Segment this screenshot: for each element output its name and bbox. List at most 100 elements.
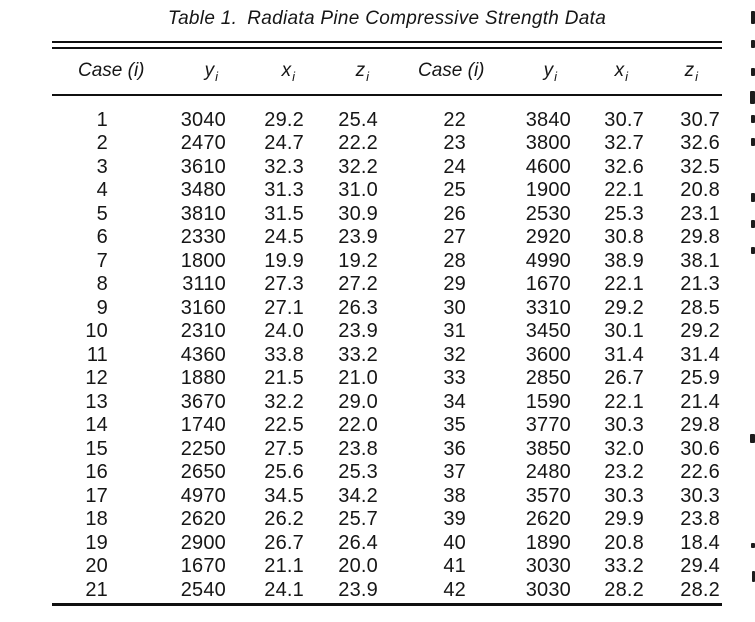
y-value-cell: 3670: [180, 390, 226, 413]
z-value-cell: 21.4: [680, 390, 720, 413]
case-value-cell: 15: [85, 437, 108, 460]
clipped-text-fragment: [751, 115, 755, 123]
case-value-cell: 19: [85, 531, 108, 554]
case-value-cell: 40: [443, 531, 466, 554]
table-row: 18 2620 26.2 25.7 39 2620 29.9 23.8: [52, 508, 722, 532]
y-value-cell: 3570: [525, 484, 571, 507]
z-value-cell: 21.3: [680, 273, 720, 296]
case-value-cell: 6: [96, 226, 108, 249]
table-row: 6 2330 24.5 23.9 27 2920 30.8 29.8: [52, 226, 722, 250]
case-value-cell: 16: [85, 461, 108, 484]
table-row: 16 2650 25.6 25.3 37 2480 23.2 22.6: [52, 461, 722, 485]
case-value-cell: 13: [85, 390, 108, 413]
y-value-cell: 2480: [525, 461, 571, 484]
y-value-cell: 2650: [180, 461, 226, 484]
case-value-cell: 8: [96, 273, 108, 296]
y-value-cell: 1900: [525, 179, 571, 202]
z-value-cell: 32.2: [338, 155, 378, 178]
z-value-cell: 22.0: [338, 414, 378, 437]
y-value-cell: 4990: [525, 249, 571, 272]
y-value-cell: 1890: [525, 531, 571, 554]
right-edge-clipped-text: [747, 0, 755, 622]
clipped-text-fragment: [750, 434, 755, 443]
y-value-cell: 1740: [180, 414, 226, 437]
table-row: 8 3110 27.3 27.2 29 1670 22.1 21.3: [52, 273, 722, 297]
case-value-cell: 35: [443, 414, 466, 437]
y-value-cell: 2250: [180, 437, 226, 460]
y-value-cell: 1670: [180, 555, 226, 578]
z-value-cell: 25.3: [338, 461, 378, 484]
y-value-cell: 2900: [180, 531, 226, 554]
z-value-cell: 18.4: [680, 531, 720, 554]
x-value-cell: 31.3: [264, 179, 304, 202]
y-value-cell: 2850: [525, 367, 571, 390]
z-value-cell: 28.2: [680, 578, 720, 601]
x-value-cell: 30.3: [604, 414, 644, 437]
x-value-cell: 32.0: [604, 437, 644, 460]
case-value-cell: 31: [443, 320, 466, 343]
table-row: 3 3610 32.3 32.2 24 4600 32.6 32.5: [52, 156, 722, 180]
y-value-cell: 3600: [525, 343, 571, 366]
x-value-cell: 30.8: [604, 226, 644, 249]
x-value-cell: 30.7: [604, 108, 644, 131]
x-value-cell: 24.5: [264, 226, 304, 249]
case-value-cell: 36: [443, 437, 466, 460]
table-row: 9 3160 27.1 26.3 30 3310 29.2 28.5: [52, 297, 722, 321]
x-value-cell: 29.2: [604, 296, 644, 319]
case-value-cell: 18: [85, 508, 108, 531]
y-value-cell: 2920: [525, 226, 571, 249]
case-value-cell: 2: [96, 132, 108, 155]
x-value-cell: 30.1: [604, 320, 644, 343]
y-value-cell: 1880: [180, 367, 226, 390]
x-value-cell: 29.9: [604, 508, 644, 531]
case-value-cell: 5: [96, 202, 108, 225]
y-value-cell: 1590: [525, 390, 571, 413]
column-header-y: yi: [204, 60, 218, 84]
column-header-x: xi: [614, 60, 628, 84]
clipped-text-fragment: [751, 11, 755, 24]
z-value-cell: 30.3: [680, 484, 720, 507]
x-value-cell: 28.2: [604, 578, 644, 601]
x-value-cell: 25.3: [604, 202, 644, 225]
table-row: 11 4360 33.8 33.2 32 3600 31.4 31.4: [52, 344, 722, 368]
z-value-cell: 31.0: [338, 179, 378, 202]
x-value-cell: 22.1: [604, 273, 644, 296]
x-value-cell: 23.2: [604, 461, 644, 484]
case-value-cell: 33: [443, 367, 466, 390]
z-value-cell: 20.8: [680, 179, 720, 202]
header-row: Case (i) yi xi zi Case (i) yi xi zi: [52, 57, 722, 85]
x-value-cell: 38.9: [604, 249, 644, 272]
clipped-text-fragment: [751, 220, 755, 228]
table-row: 1 3040 29.2 25.4 22 3840 30.7 30.7: [52, 109, 722, 133]
z-value-cell: 20.0: [338, 555, 378, 578]
table-row: 4 3480 31.3 31.0 25 1900 22.1 20.8: [52, 179, 722, 203]
y-value-cell: 3480: [180, 179, 226, 202]
z-value-cell: 27.2: [338, 273, 378, 296]
case-value-cell: 22: [443, 108, 466, 131]
x-value-cell: 33.8: [264, 343, 304, 366]
clipped-text-fragment: [751, 193, 755, 202]
x-value-cell: 27.3: [264, 273, 304, 296]
table-row: 14 1740 22.5 22.0 35 3770 30.3 29.8: [52, 414, 722, 438]
y-value-cell: 2330: [180, 226, 226, 249]
y-value-cell: 3030: [525, 578, 571, 601]
column-header-case: Case (i): [418, 60, 485, 81]
case-value-cell: 34: [443, 390, 466, 413]
y-value-cell: 2540: [180, 578, 226, 601]
z-value-cell: 25.4: [338, 108, 378, 131]
x-value-cell: 22.1: [604, 390, 644, 413]
z-value-cell: 33.2: [338, 343, 378, 366]
case-value-cell: 28: [443, 249, 466, 272]
x-value-cell: 31.5: [264, 202, 304, 225]
y-value-cell: 3770: [525, 414, 571, 437]
case-value-cell: 3: [96, 155, 108, 178]
y-value-cell: 2530: [525, 202, 571, 225]
y-value-cell: 3610: [180, 155, 226, 178]
case-value-cell: 37: [443, 461, 466, 484]
clipped-text-fragment: [750, 91, 755, 104]
z-value-cell: 32.5: [680, 155, 720, 178]
y-value-cell: 3810: [180, 202, 226, 225]
table-row: 2 2470 24.7 22.2 23 3800 32.7 32.6: [52, 132, 722, 156]
x-value-cell: 31.4: [604, 343, 644, 366]
